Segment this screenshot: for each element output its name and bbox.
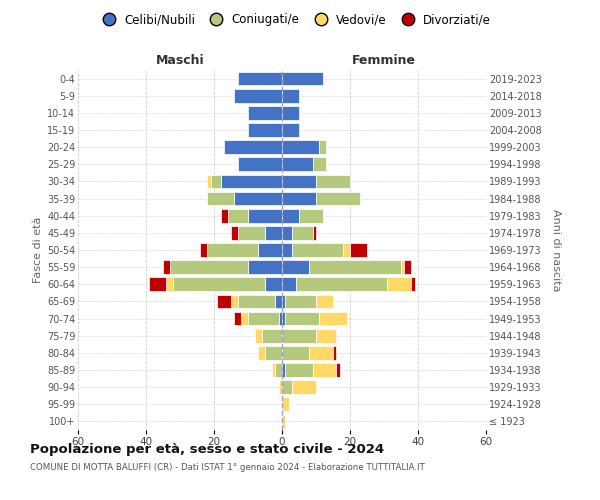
Bar [248,312,278,326]
Bar [309,260,401,274]
Bar [282,106,299,120]
Bar [282,192,316,205]
Bar [231,294,238,308]
Bar [286,312,319,326]
Bar [313,363,337,377]
Text: COMUNE DI MOTTA BALUFFI (CR) - Dati ISTAT 1° gennaio 2024 - Elaborazione TUTTITA: COMUNE DI MOTTA BALUFFI (CR) - Dati ISTA… [30,464,425,472]
Bar [282,89,299,102]
Bar [282,174,316,188]
Bar [282,294,286,308]
Bar [282,278,296,291]
Bar [238,226,265,239]
Bar [241,312,248,326]
Bar [235,89,282,102]
Bar [248,209,282,222]
Bar [149,278,166,291]
Bar [265,346,282,360]
Bar [333,346,337,360]
Bar [170,260,248,274]
Bar [337,363,340,377]
Bar [282,123,299,137]
Bar [282,312,286,326]
Bar [292,243,343,257]
Bar [286,363,313,377]
Bar [282,398,289,411]
Y-axis label: Fasce di età: Fasce di età [32,217,43,283]
Bar [235,312,241,326]
Bar [278,380,282,394]
Bar [282,72,323,86]
Bar [221,174,282,188]
Bar [163,260,170,274]
Bar [227,209,248,222]
Bar [343,243,350,257]
Bar [282,243,292,257]
Bar [282,260,309,274]
Bar [388,278,411,291]
Bar [309,346,333,360]
Bar [404,260,411,274]
Bar [292,380,316,394]
Legend: Celibi/Nubili, Coniugati/e, Vedovi/e, Divorziati/e: Celibi/Nubili, Coniugati/e, Vedovi/e, Di… [92,8,496,31]
Bar [282,380,292,394]
Bar [238,158,282,171]
Bar [166,278,173,291]
Bar [231,226,238,239]
Bar [173,278,265,291]
Bar [282,329,316,342]
Bar [282,414,286,428]
Text: Popolazione per età, sesso e stato civile - 2024: Popolazione per età, sesso e stato civil… [30,442,384,456]
Bar [265,278,282,291]
Bar [319,312,347,326]
Bar [258,243,282,257]
Bar [292,226,313,239]
Bar [238,72,282,86]
Bar [235,192,282,205]
Text: Femmine: Femmine [352,54,416,68]
Bar [282,140,319,154]
Bar [282,226,292,239]
Bar [319,140,326,154]
Bar [316,174,350,188]
Bar [316,192,360,205]
Bar [313,226,316,239]
Bar [207,192,235,205]
Bar [411,278,415,291]
Bar [248,260,282,274]
Bar [401,260,404,274]
Bar [248,106,282,120]
Bar [200,243,207,257]
Bar [278,312,282,326]
Bar [286,294,316,308]
Bar [299,209,323,222]
Bar [282,209,299,222]
Bar [265,226,282,239]
Bar [282,158,313,171]
Bar [275,294,282,308]
Bar [272,363,275,377]
Bar [282,346,309,360]
Bar [258,346,265,360]
Bar [313,158,326,171]
Y-axis label: Anni di nascita: Anni di nascita [551,209,561,291]
Text: Maschi: Maschi [155,54,205,68]
Bar [217,294,231,308]
Bar [238,294,275,308]
Bar [211,174,221,188]
Bar [275,363,282,377]
Bar [262,329,282,342]
Bar [221,209,227,222]
Bar [350,243,367,257]
Bar [255,329,262,342]
Bar [316,329,337,342]
Bar [207,243,258,257]
Bar [296,278,388,291]
Bar [207,174,211,188]
Bar [224,140,282,154]
Bar [248,123,282,137]
Bar [282,363,286,377]
Bar [316,294,333,308]
